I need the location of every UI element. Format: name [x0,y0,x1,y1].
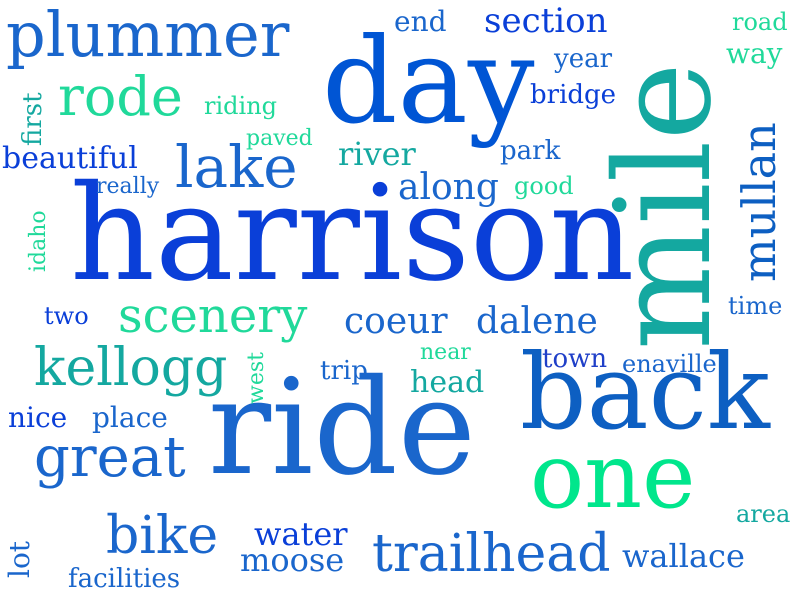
word-end: end [394,5,447,38]
word-harrison: harrison [70,157,635,311]
word-way: way [726,37,783,70]
word-west: west [244,352,269,404]
word-head: head [410,365,485,400]
word-lot: lot [3,540,36,578]
word-beautiful: beautiful [2,141,138,176]
word-bridge: bridge [530,80,617,110]
word-trip: trip [320,356,368,386]
word-water: water [254,515,348,553]
word-riding: riding [204,92,278,120]
word-along: along [398,167,499,208]
word-section: section [484,1,608,41]
word-mullan: mullan [732,122,786,282]
word-lake: lake [175,133,298,201]
word-really: really [96,174,160,199]
word-place: place [92,401,168,434]
word-enaville: enaville [622,350,717,378]
word-day: day [322,12,535,150]
word-ride: ride [208,351,476,505]
word-park: park [500,136,561,166]
word-idaho: idaho [26,210,51,272]
word-great: great [34,425,186,490]
word-bike: bike [106,506,219,566]
word-two: two [44,302,89,330]
word-facilities: facilities [68,564,181,594]
word-near: near [420,340,471,365]
word-rode: rode [58,65,183,128]
word-one: one [530,424,696,529]
word-town: town [542,344,608,374]
word-wallace: wallace [622,537,745,575]
word-nice: nice [8,401,68,434]
word-trailhead: trailhead [372,524,611,584]
word-kellogg: kellogg [34,338,228,398]
word-road: road [732,8,788,36]
word-time: time [728,292,783,320]
word-good: good [514,172,574,200]
word-moose: moose [240,541,345,579]
word-mile: mile [587,62,741,350]
word-river: river [338,135,416,173]
word-coeur: coeur [344,301,448,342]
word-dalene: dalene [476,301,598,342]
word-plummer: plummer [6,0,290,71]
word-back: back [520,331,770,453]
word-paved: paved [246,126,313,151]
word-area: area [736,500,791,528]
word-first: first [18,92,48,146]
word-year: year [554,44,613,74]
word-scenery: scenery [118,288,308,344]
